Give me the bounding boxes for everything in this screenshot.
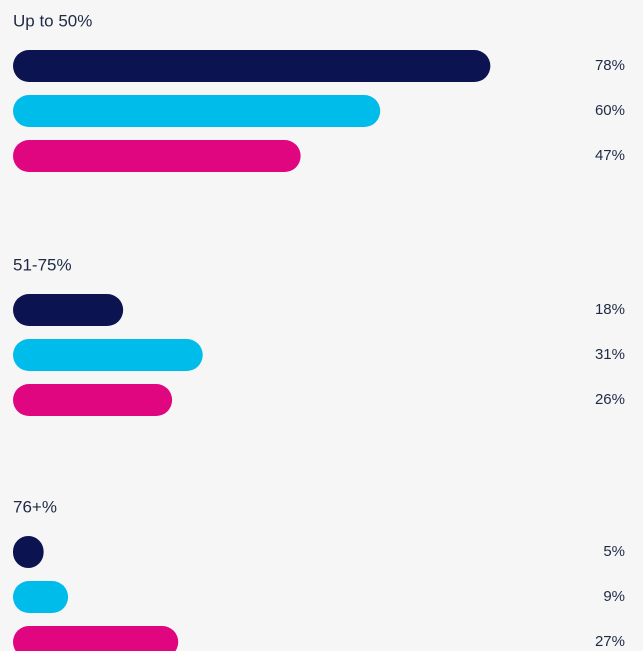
value-label: 5% (603, 543, 625, 560)
value-label: 26% (595, 391, 625, 408)
bar (13, 95, 381, 127)
bar (13, 294, 124, 326)
group-label: Up to 50% (13, 11, 92, 30)
value-label: 47% (595, 147, 625, 164)
bar (13, 50, 491, 82)
bar (13, 339, 203, 371)
group-label: 76+% (13, 497, 57, 516)
value-label: 78% (595, 57, 625, 74)
bar (13, 536, 44, 568)
value-label: 60% (595, 102, 625, 119)
value-label: 18% (595, 301, 625, 318)
bar (13, 626, 179, 651)
value-label: 27% (595, 633, 625, 650)
bar (13, 384, 173, 416)
bar (13, 581, 69, 613)
value-label: 31% (595, 346, 625, 363)
value-label: 9% (603, 588, 625, 605)
group-label: 51-75% (13, 255, 72, 274)
bar (13, 140, 301, 172)
